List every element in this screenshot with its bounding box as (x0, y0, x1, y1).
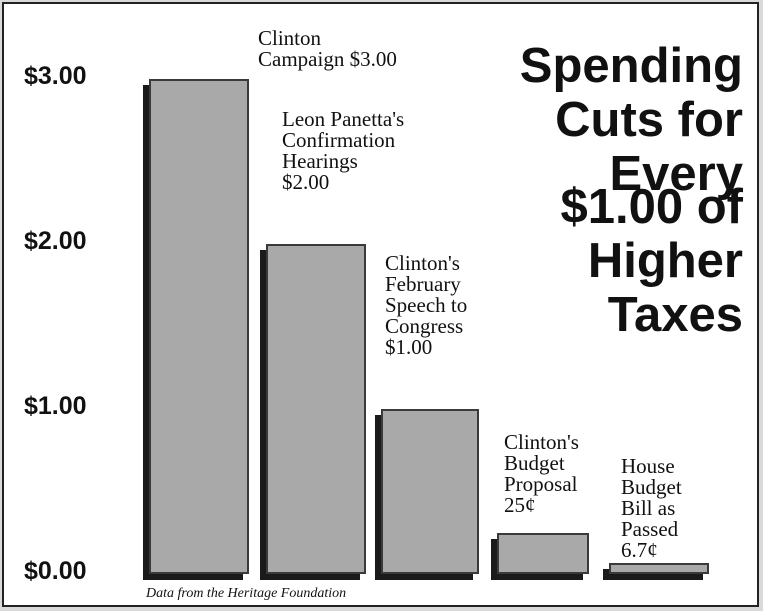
bar-data-label: $2.00 (282, 170, 330, 194)
bar-data-label: Clinton's (504, 430, 579, 454)
bar-data-label: Speech to (385, 293, 468, 317)
bar (497, 532, 589, 574)
bar (609, 562, 709, 574)
bar-data-label: February (385, 272, 461, 296)
bar-data-label: 25¢ (504, 493, 536, 517)
bar-data-label: Leon Panetta's (282, 107, 405, 131)
y-tick-label: $0.00 (24, 557, 87, 585)
bar-data-label: Proposal (504, 472, 578, 496)
y-tick-label: $2.00 (24, 227, 87, 255)
bar-data-label: Congress (385, 314, 464, 338)
bar-data-label: Clinton (258, 26, 322, 50)
bar-data-label: Confirmation (282, 128, 396, 152)
title-line: $1.00 of (560, 180, 743, 234)
source-note: Data from the Heritage Foundation (146, 586, 347, 601)
bar-data-label: Budget (504, 451, 565, 475)
bar-data-label: $1.00 (385, 335, 433, 359)
bar-data-label: 6.7¢ (621, 538, 658, 562)
bar-shadow (603, 568, 703, 580)
y-tick-label: $1.00 (24, 392, 87, 420)
title-line: Every (609, 147, 743, 201)
bar (149, 79, 249, 574)
title-line: Taxes (607, 288, 743, 342)
title-line: Cuts for (555, 93, 743, 147)
bar (381, 409, 479, 574)
bar-data-label: House (621, 454, 675, 478)
title-line: Spending (519, 39, 743, 93)
title-line: Higher (587, 234, 743, 288)
bar-data-label: Clinton's (385, 251, 460, 275)
bar-data-label: Hearings (282, 149, 358, 173)
bar-data-label: Passed (621, 517, 679, 541)
bar (266, 244, 366, 574)
bar-data-label: Bill as (621, 496, 676, 520)
bar-data-label: Budget (621, 475, 682, 499)
bar-data-label: Campaign $3.00 (258, 47, 397, 71)
y-tick-label: $3.00 (24, 62, 87, 90)
